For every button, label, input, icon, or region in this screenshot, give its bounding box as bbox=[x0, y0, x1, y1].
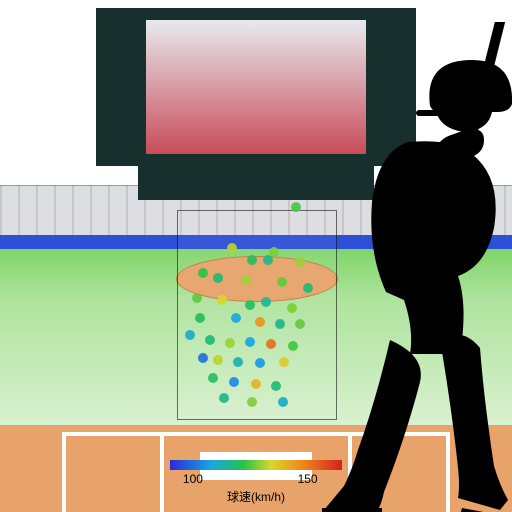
legend-title: 球速(km/h) bbox=[227, 488, 285, 505]
legend-tick: 100 bbox=[183, 472, 203, 486]
legend-colorbar bbox=[170, 460, 342, 470]
speed-legend: 100 150 球速(km/h) bbox=[0, 0, 512, 512]
baseball-pitch-chart: 100 150 球速(km/h) bbox=[0, 0, 512, 512]
legend-tick: 150 bbox=[298, 472, 318, 486]
